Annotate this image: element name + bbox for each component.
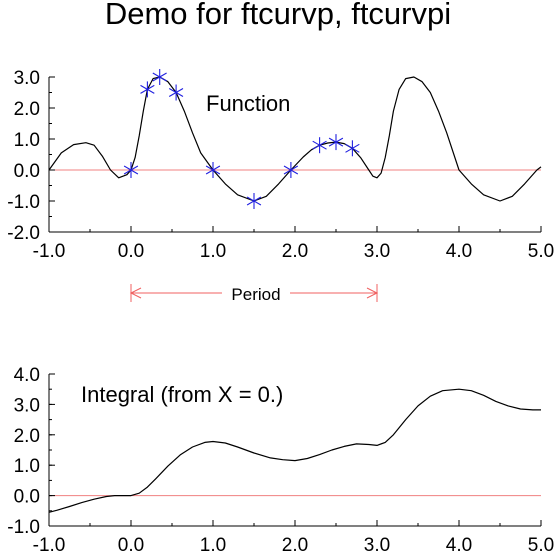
- data-marker: [246, 193, 262, 209]
- function-y-tick-label: -2.0: [7, 223, 40, 244]
- function-x-tick-label: 0.0: [118, 241, 144, 262]
- integral-y-tick-label: 0.0: [14, 487, 40, 508]
- marker-stroke: [345, 143, 360, 153]
- chart-title: Demo for ftcurvp, ftcurvpi: [105, 0, 451, 31]
- data-marker: [283, 162, 299, 178]
- marker-stroke: [140, 84, 155, 94]
- integral-curve: [48, 388, 541, 513]
- data-marker: [312, 137, 327, 154]
- integral-x-tick-label: 5.0: [528, 535, 554, 556]
- data-marker: [205, 162, 221, 178]
- marker-stroke: [123, 165, 139, 175]
- integral-panel: -1.0 0.0 1.0 2.0 3.0 4.0 5.0 -1.0 0.0 1.0 2.0 3.0 4.…: [7, 365, 554, 556]
- marker-stroke: [152, 72, 167, 82]
- function-x-tick-label: 1.0: [200, 241, 226, 262]
- integral-y-tick-label: -1.0: [7, 517, 40, 538]
- data-marker: [123, 162, 139, 178]
- integral-x-tick-label: 4.0: [446, 535, 472, 556]
- data-marker: [140, 81, 155, 98]
- integral-x-tick-label: 0.0: [118, 535, 144, 556]
- function-x-tick-label: 3.0: [364, 241, 390, 262]
- data-marker: [345, 140, 360, 157]
- marker-stroke: [328, 137, 344, 147]
- function-x-tick-label: -1.0: [33, 241, 66, 262]
- integral-annotation: Integral (from X = 0.): [81, 382, 283, 407]
- function-y-tick-label: 1.0: [14, 130, 40, 151]
- period-indicator: Period: [129, 284, 379, 304]
- period-arrowhead-right: [366, 287, 379, 299]
- marker-stroke: [246, 196, 262, 206]
- data-marker: [328, 134, 344, 151]
- marker-stroke: [312, 140, 327, 150]
- integral-x-tick-label: -1.0: [33, 535, 66, 556]
- integral-x-tick-label: 1.0: [200, 535, 226, 556]
- function-curve: [48, 76, 542, 202]
- function-annotation: Function: [206, 91, 290, 116]
- marker-stroke: [205, 165, 221, 175]
- function-y-tick-label: 2.0: [14, 99, 40, 120]
- period-arrowhead-left: [129, 287, 142, 299]
- function-y-tick-label: 3.0: [14, 68, 40, 89]
- integral-x-tick-label: 2.0: [282, 535, 308, 556]
- integral-x-tick-label: 3.0: [364, 535, 390, 556]
- function-y-tick-label: 0.0: [14, 161, 40, 182]
- integral-y-tick-label: 3.0: [14, 395, 40, 416]
- function-x-tick-label: 5.0: [528, 241, 554, 262]
- function-x-tick-label: 4.0: [446, 241, 472, 262]
- data-marker: [152, 69, 167, 85]
- integral-y-tick-label: 4.0: [14, 365, 40, 386]
- data-marker: [168, 84, 184, 101]
- function-y-tick-label: -1.0: [7, 192, 40, 213]
- integral-y-tick-label: 1.0: [14, 456, 40, 477]
- function-panel: -1.0 0.0 1.0 2.0 3.0 4.0 5.0-2.0-1.00.01.02.03…: [7, 68, 554, 262]
- marker-stroke: [168, 88, 184, 97]
- integral-y-tick-label: 2.0: [14, 426, 40, 447]
- marker-stroke: [283, 165, 299, 175]
- period-label: Period: [231, 285, 280, 304]
- function-x-tick-label: 2.0: [282, 241, 308, 262]
